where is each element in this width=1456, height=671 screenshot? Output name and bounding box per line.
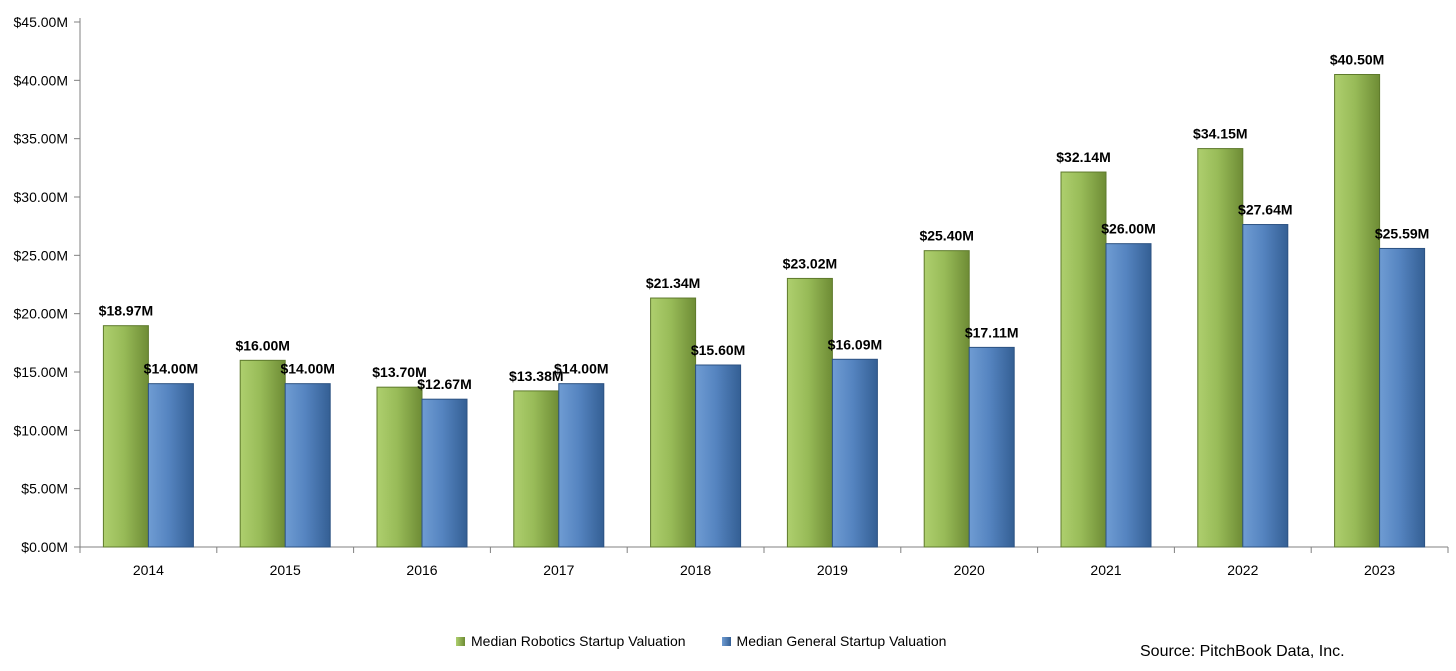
data-label-general: $25.59M <box>1375 225 1429 241</box>
x-tick-label: 2016 <box>406 562 437 578</box>
bar-robotics <box>513 390 560 548</box>
x-tick-label: 2023 <box>1364 562 1395 578</box>
bars <box>102 74 1426 548</box>
data-label-robotics: $32.14M <box>1056 149 1110 165</box>
data-labels: $18.97M $14.00M $16.00M $14.00M $13.70M$12.6… <box>99 52 1430 393</box>
bar-robotics <box>376 386 423 548</box>
x-tick-label: 2020 <box>954 562 985 578</box>
legend-item-general: Median General Startup Valuation <box>721 633 947 649</box>
bar-general <box>284 383 331 548</box>
data-label-general: $14.00M <box>144 361 198 377</box>
y-tick-label: $30.00M <box>14 189 68 205</box>
bar-general <box>1105 243 1152 548</box>
data-label-general: $17.11M <box>965 324 1019 340</box>
bar-general <box>1242 224 1289 548</box>
data-label-general: $16.09M <box>828 336 882 352</box>
data-label-general: $14.00M <box>554 361 608 377</box>
data-label-general: $12.67M <box>417 376 471 392</box>
data-label-general: $14.00M <box>280 361 334 377</box>
bar-robotics <box>1197 148 1244 548</box>
legend-item-robotics: Median Robotics Startup Valuation <box>456 633 686 649</box>
data-label-robotics: $16.00M <box>235 337 289 353</box>
bar-general <box>695 364 742 548</box>
bar-robotics <box>650 297 697 548</box>
data-label-robotics: $13.70M <box>372 364 426 380</box>
bar-general <box>831 358 878 548</box>
source-note: Source: PitchBook Data, Inc. <box>1140 643 1345 660</box>
bar-robotics <box>1060 171 1107 548</box>
x-tick-label: 2021 <box>1090 562 1121 578</box>
y-axis: $0.00M $5.00M $10.00M $15.00M $20.00M $25.00M… <box>14 14 81 555</box>
data-label-robotics: $34.15M <box>1193 126 1247 142</box>
bar-general <box>421 398 468 548</box>
data-label-robotics: $13.38M <box>509 368 563 384</box>
legend: Median Robotics Startup Valuation Median… <box>456 633 982 649</box>
y-tick-label: $35.00M <box>14 131 68 147</box>
legend-swatch-general <box>721 636 731 646</box>
x-tick-label: 2015 <box>270 562 301 578</box>
x-tick-label: 2014 <box>133 562 164 578</box>
y-tick-label: $40.00M <box>14 72 68 88</box>
x-tick-label: 2022 <box>1227 562 1258 578</box>
x-tick-label: 2019 <box>817 562 848 578</box>
y-tick-label: $15.00M <box>14 364 68 380</box>
y-tick-label: $45.00M <box>14 14 68 30</box>
bar-robotics <box>102 325 149 548</box>
bar-general <box>147 383 194 548</box>
x-tick-label: 2017 <box>543 562 574 578</box>
y-tick-label: $25.00M <box>14 247 68 263</box>
data-label-robotics: $23.02M <box>783 255 837 271</box>
x-axis: 2014 2015 2016 2017 2018 2019 2020 2021 2022 2023 <box>79 546 1449 578</box>
bar-robotics <box>923 250 970 548</box>
y-tick-label: $20.00M <box>14 306 68 322</box>
bar-robotics <box>1334 74 1381 548</box>
data-label-general: $27.64M <box>1238 202 1292 218</box>
bar-robotics <box>239 359 286 548</box>
bar-general <box>1379 247 1426 548</box>
bar-general <box>968 346 1015 548</box>
data-label-robotics: $18.97M <box>99 303 153 319</box>
y-tick-label: $5.00M <box>21 481 68 497</box>
data-label-robotics: $21.34M <box>646 275 700 291</box>
data-label-general: $15.60M <box>691 342 745 358</box>
data-label-robotics: $40.50M <box>1330 52 1384 68</box>
bar-robotics <box>786 277 833 548</box>
y-tick-label: $0.00M <box>21 539 68 555</box>
x-tick-label: 2018 <box>680 562 711 578</box>
data-label-robotics: $25.40M <box>919 228 973 244</box>
legend-swatch-robotics <box>456 636 465 646</box>
legend-label-general: Median General Startup Valuation <box>736 633 947 649</box>
legend-label-robotics: Median Robotics Startup Valuation <box>471 633 686 649</box>
data-label-general: $26.00M <box>1101 221 1155 237</box>
bar-general <box>558 383 605 548</box>
y-tick-label: $10.00M <box>14 422 68 438</box>
